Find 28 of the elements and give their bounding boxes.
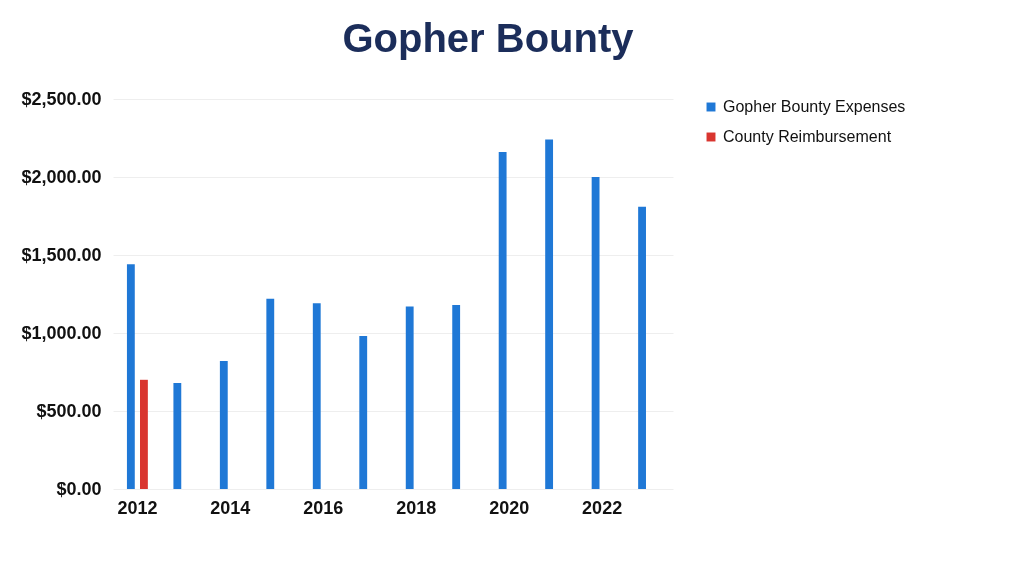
bar <box>498 152 507 489</box>
bar <box>173 382 182 489</box>
bar <box>312 303 321 489</box>
bar <box>266 298 275 489</box>
x-tick-label: 2014 <box>210 497 251 518</box>
y-tick-label: $0.00 <box>56 478 102 499</box>
legend-label: Gopher Bounty Expenses <box>723 98 906 115</box>
bar <box>219 361 228 489</box>
x-tick-label: 2018 <box>396 497 437 518</box>
x-tick-label: 2020 <box>489 497 530 518</box>
y-tick-label: $2,500.00 <box>21 88 102 109</box>
x-tick-label: 2016 <box>303 497 344 518</box>
bar <box>140 379 148 489</box>
y-tick-label: $1,500.00 <box>21 244 102 265</box>
bar <box>405 306 414 489</box>
bar <box>545 139 554 489</box>
x-tick-label: 2012 <box>117 497 158 518</box>
bar <box>452 304 461 489</box>
bar <box>591 177 600 489</box>
y-tick-label: $2,000.00 <box>21 166 102 187</box>
bar <box>126 264 135 489</box>
y-tick-label: $1,000.00 <box>21 322 102 343</box>
legend-label: County Reimbursement <box>723 128 892 145</box>
y-tick-label: $500.00 <box>36 400 102 421</box>
x-tick-label: 2022 <box>582 497 623 518</box>
chart-title: Gopher Bounty <box>342 16 635 60</box>
bar <box>638 206 646 489</box>
bar <box>359 336 368 489</box>
